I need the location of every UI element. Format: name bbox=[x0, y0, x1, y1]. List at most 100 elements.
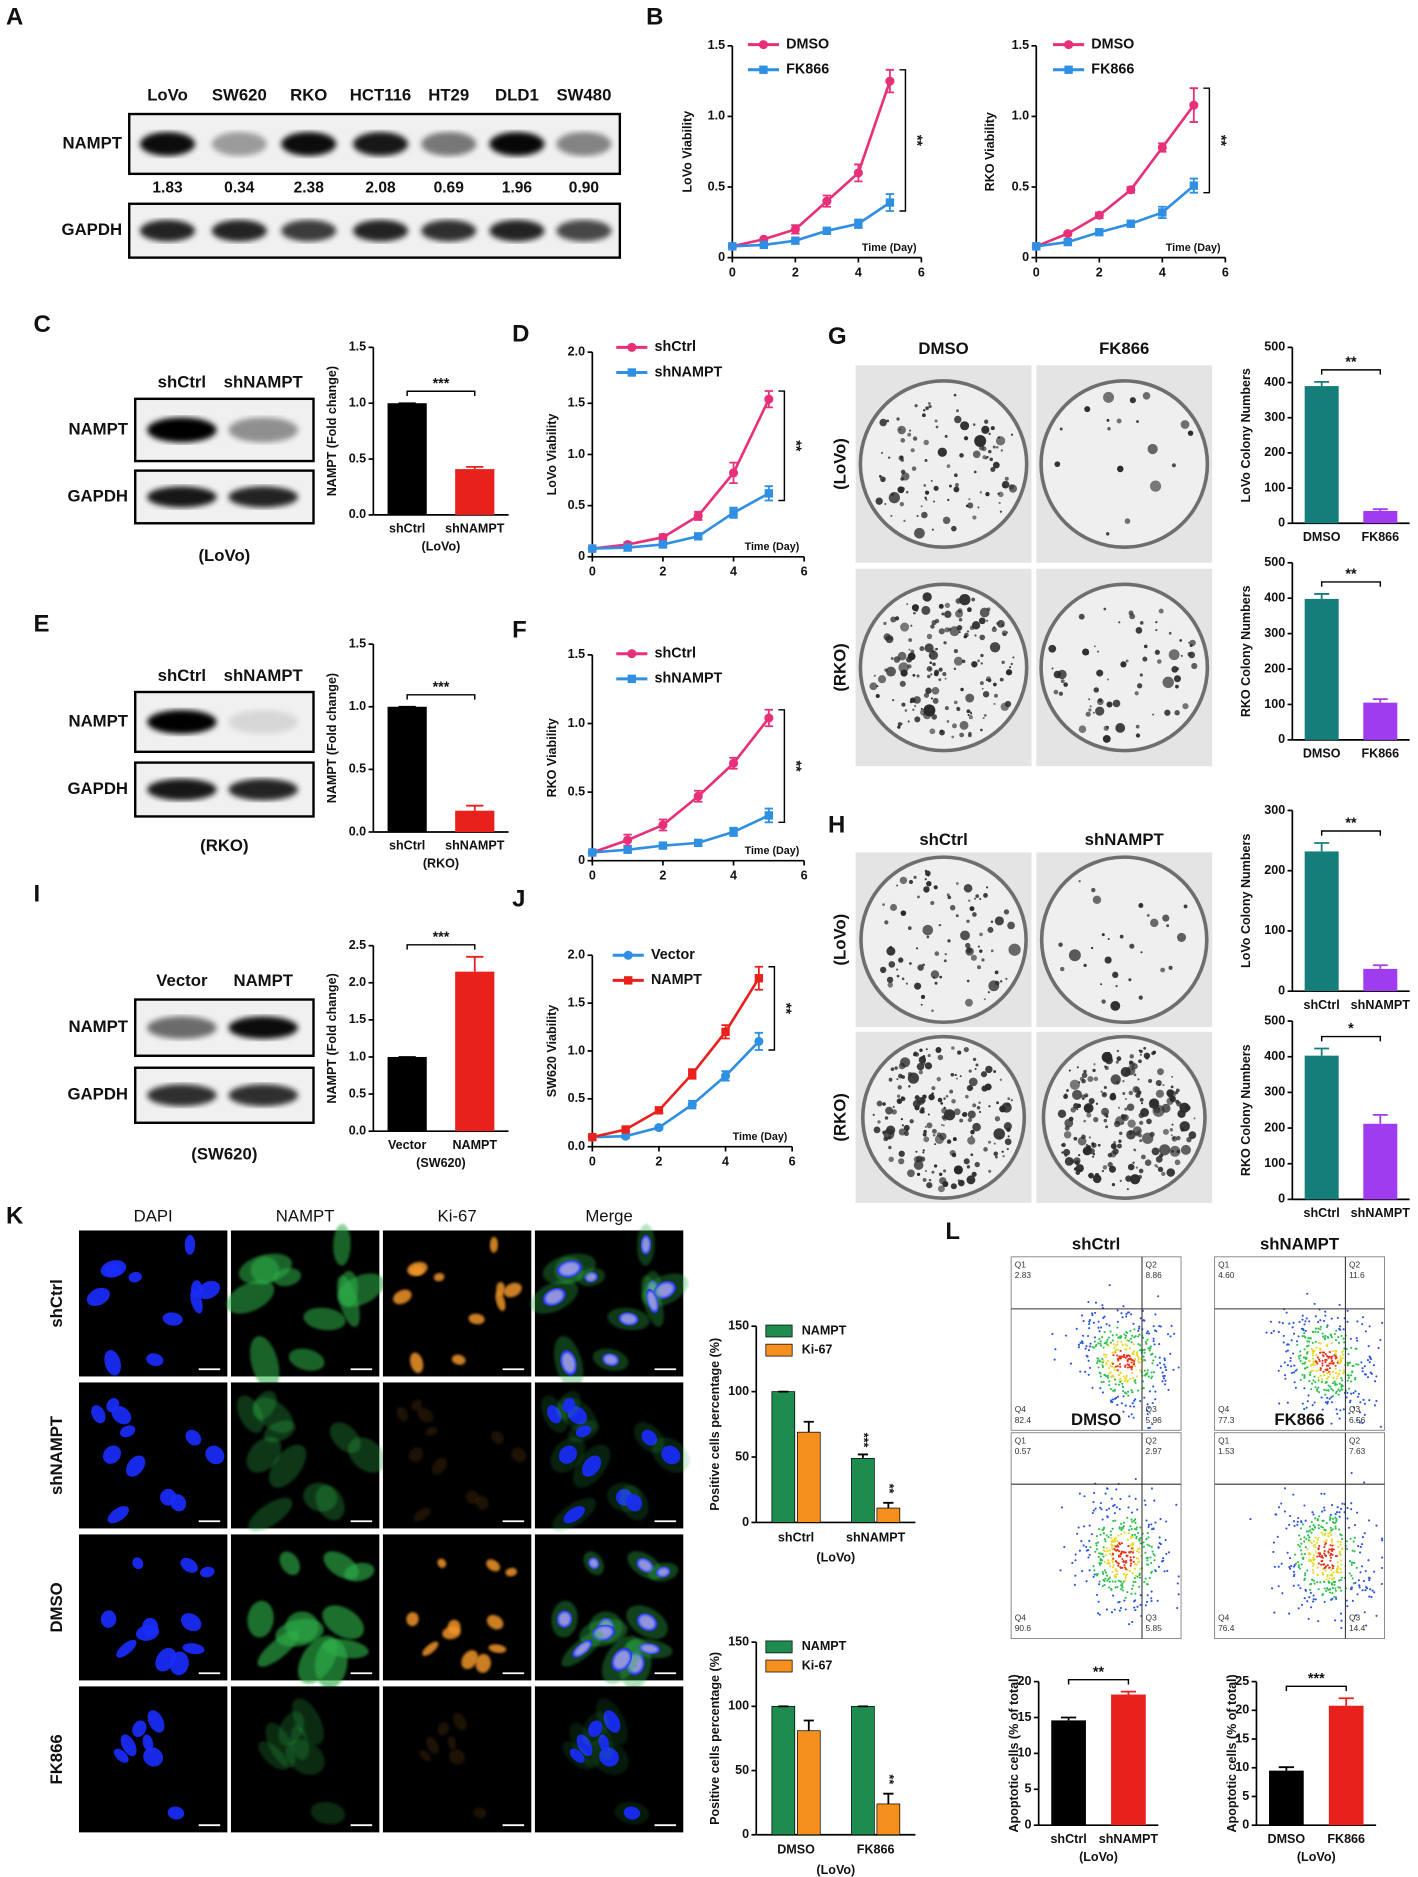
lane-label: shNAMPT bbox=[224, 373, 304, 392]
colony bbox=[998, 1136, 1002, 1139]
flow-event bbox=[1331, 1592, 1334, 1595]
colony bbox=[1001, 1150, 1004, 1153]
quadrant-name: Q3 bbox=[1349, 1612, 1361, 1622]
flow-event bbox=[1305, 1406, 1308, 1409]
bar bbox=[1363, 510, 1398, 524]
flow-event bbox=[1354, 1614, 1358, 1617]
colony bbox=[963, 1158, 970, 1165]
flow-event bbox=[1051, 1332, 1054, 1336]
flow-event bbox=[1129, 1358, 1132, 1361]
flow-event bbox=[1163, 1383, 1167, 1386]
data-point bbox=[621, 1125, 630, 1134]
quadrant-value: 90.6 bbox=[1015, 1623, 1032, 1633]
colony bbox=[970, 1135, 973, 1138]
blot-band bbox=[228, 709, 298, 734]
nucleus bbox=[100, 1260, 127, 1278]
flow-event bbox=[1122, 1410, 1125, 1413]
colony bbox=[1138, 1133, 1143, 1138]
flow-event bbox=[1308, 1320, 1311, 1323]
y-tick-label: 1.0 bbox=[349, 699, 366, 713]
flow-event bbox=[1133, 1527, 1137, 1531]
ki67-signal bbox=[574, 1641, 591, 1656]
error-bar bbox=[803, 1420, 814, 1433]
flow-event bbox=[1098, 1330, 1101, 1333]
flow-event bbox=[1102, 1316, 1105, 1320]
flow-event bbox=[1331, 1370, 1334, 1373]
flow-event bbox=[1077, 1526, 1080, 1529]
nucleus bbox=[190, 1288, 203, 1314]
flow-event bbox=[1133, 1350, 1136, 1353]
flow-event bbox=[1114, 1586, 1117, 1589]
flow-event bbox=[1331, 1564, 1334, 1567]
colony bbox=[966, 1175, 976, 1185]
flow-event bbox=[1379, 1338, 1382, 1342]
flow-event bbox=[1147, 1332, 1151, 1335]
colony bbox=[899, 876, 908, 885]
flow-event bbox=[1098, 1580, 1101, 1583]
flow-event bbox=[1340, 1377, 1343, 1380]
colony bbox=[972, 912, 977, 917]
colony bbox=[1129, 1174, 1141, 1185]
error-bar bbox=[466, 804, 484, 811]
flow-event bbox=[1158, 1343, 1161, 1346]
colony bbox=[940, 1124, 943, 1127]
colony bbox=[1091, 1142, 1095, 1146]
flow-event bbox=[1328, 1351, 1331, 1354]
flow-event bbox=[1119, 1580, 1122, 1583]
colony bbox=[985, 679, 988, 682]
flow-event bbox=[1103, 1580, 1106, 1583]
quadrant-name: Q4 bbox=[1218, 1612, 1230, 1622]
flow-event bbox=[1312, 1598, 1315, 1601]
colony bbox=[979, 607, 990, 618]
legend-swatch bbox=[765, 1659, 793, 1673]
colony bbox=[1006, 1147, 1010, 1151]
colony bbox=[927, 1053, 931, 1058]
ki67-signal bbox=[396, 1406, 409, 1422]
colony bbox=[982, 455, 987, 460]
flow-event bbox=[1145, 1519, 1148, 1522]
bar bbox=[455, 469, 495, 515]
colony bbox=[1168, 649, 1180, 661]
colony bbox=[1171, 463, 1176, 468]
flow-event bbox=[1338, 1579, 1341, 1582]
colony bbox=[890, 514, 893, 517]
flow-event bbox=[1166, 1333, 1170, 1336]
colony bbox=[879, 418, 887, 427]
colony bbox=[971, 1171, 977, 1177]
flow-event bbox=[1119, 1497, 1122, 1501]
colony bbox=[1170, 1085, 1174, 1089]
series-line bbox=[591, 717, 770, 854]
cell-cytoplasm bbox=[249, 1336, 280, 1390]
flow-event bbox=[1317, 1588, 1320, 1591]
if-image bbox=[78, 1230, 228, 1377]
data-point bbox=[658, 540, 668, 549]
significance-label: ** bbox=[1345, 816, 1357, 832]
colony bbox=[937, 1185, 945, 1193]
colony bbox=[977, 945, 980, 948]
flow-event bbox=[1326, 1335, 1329, 1339]
colony bbox=[960, 930, 970, 941]
flow-event bbox=[1133, 1606, 1136, 1609]
band-quantity: 0.34 bbox=[224, 179, 255, 196]
flow-event bbox=[1348, 1572, 1351, 1575]
flow-event bbox=[1150, 1487, 1154, 1490]
y-tick-label: 0 bbox=[1242, 1818, 1249, 1832]
colony bbox=[974, 1067, 977, 1070]
colony bbox=[1135, 733, 1141, 738]
colony bbox=[942, 1116, 947, 1121]
flow-event bbox=[1340, 1571, 1343, 1574]
colony bbox=[1005, 669, 1012, 676]
significance-bracket bbox=[768, 966, 776, 1051]
flow-event bbox=[1118, 1543, 1122, 1546]
colony bbox=[926, 1122, 933, 1129]
significance-bracket bbox=[778, 709, 786, 824]
colony bbox=[1161, 1154, 1164, 1157]
colony bbox=[888, 961, 896, 968]
x-tick-label: 6 bbox=[1222, 265, 1229, 279]
blot-caption: (SW620) bbox=[191, 1145, 257, 1164]
x-tick-label: shCtrl bbox=[1050, 1832, 1086, 1846]
ki67-signal bbox=[589, 1558, 599, 1568]
panel-letter: L bbox=[945, 1218, 960, 1245]
flow-event bbox=[1292, 1565, 1296, 1568]
colony bbox=[1116, 1143, 1122, 1149]
